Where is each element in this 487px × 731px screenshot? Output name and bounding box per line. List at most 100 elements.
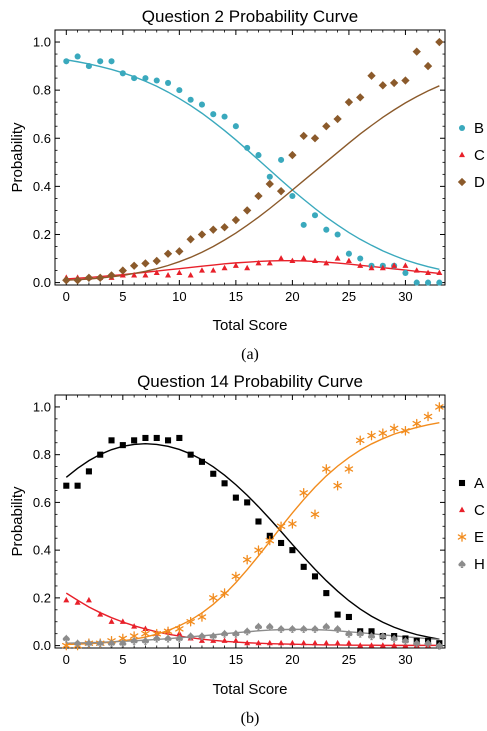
data-point-C (255, 259, 262, 266)
data-point-E (435, 402, 444, 412)
data-point-H (209, 632, 217, 641)
chart-panel-2: Question 14 Probability Curve 0 5 10 15 20 25 3… (9, 372, 485, 727)
data-point-A (210, 470, 217, 477)
data-point-D (265, 179, 274, 189)
data-point-A (368, 628, 375, 635)
data-point-C (312, 639, 318, 646)
fit-curve-C (65, 592, 440, 647)
data-point-H (266, 622, 274, 631)
data-point-C (198, 637, 205, 643)
data-point-C (368, 642, 375, 648)
fit-curve-E (66, 422, 440, 646)
data-point-C (312, 257, 318, 264)
data-point-H (288, 624, 296, 633)
data-point-A (85, 468, 92, 475)
x-tick-label: 0 (63, 652, 70, 667)
data-point-D (299, 131, 308, 141)
data-point-E (344, 464, 354, 474)
data-point-C (131, 623, 138, 629)
legend-marker-D (457, 177, 467, 187)
data-point-B (278, 156, 285, 163)
legend: BCD (457, 120, 485, 191)
data-point-C (210, 267, 217, 273)
y-tick-label: 0.0 (33, 275, 51, 290)
data-point-C (176, 269, 183, 276)
data-point-D (220, 223, 229, 232)
series-points-H (62, 622, 443, 650)
y-tick-label: 0.2 (33, 227, 51, 242)
y-tick-label: 0.6 (33, 131, 51, 146)
data-point-C (379, 642, 386, 648)
legend-label-A: A (474, 475, 484, 492)
data-point-E (276, 521, 286, 532)
data-point-E (242, 554, 252, 565)
x-axis-label: Total Score (212, 317, 287, 334)
data-point-D (107, 271, 116, 280)
y-tick-label: 0.0 (33, 638, 51, 653)
data-point-B (210, 111, 217, 118)
data-point-D (186, 235, 195, 244)
y-tick-label: 1.0 (33, 35, 51, 50)
fit-curve-H (66, 628, 440, 644)
data-point-H (390, 634, 398, 643)
data-point-C (391, 262, 398, 268)
data-point-E (310, 509, 320, 520)
y-tick-label: 0.8 (33, 447, 51, 462)
data-point-A (345, 613, 352, 621)
data-point-C (278, 639, 285, 646)
data-point-H (435, 641, 443, 650)
x-tick-label: 10 (172, 289, 186, 304)
data-point-C (289, 639, 296, 646)
y-axis-label: Probability (9, 486, 26, 557)
data-point-C (345, 257, 352, 264)
data-point-D (356, 93, 365, 102)
data-point-E (141, 628, 150, 639)
data-point-C (345, 639, 352, 646)
data-point-B (187, 96, 194, 103)
data-point-H (187, 632, 195, 641)
data-point-D (401, 76, 410, 85)
legend-marker-A (458, 479, 466, 487)
data-point-E (209, 593, 218, 603)
data-point-H (232, 629, 240, 638)
legend-marker-C (459, 506, 465, 513)
data-point-A (74, 482, 81, 489)
data-point-H (277, 624, 285, 633)
data-point-C (244, 639, 251, 646)
data-point-C (221, 264, 228, 271)
data-point-C (425, 269, 432, 276)
data-point-C (221, 637, 228, 643)
data-point-B (97, 58, 104, 65)
x-tick-label: 0 (63, 289, 70, 304)
data-point-E (288, 519, 297, 529)
data-point-C (142, 625, 149, 631)
data-point-H (220, 629, 229, 638)
y-axis-label: Probability (9, 122, 26, 193)
data-point-C (368, 264, 375, 271)
x-tick-label: 20 (285, 289, 299, 304)
data-point-E (220, 588, 229, 598)
data-point-C (85, 596, 92, 603)
data-point-A (278, 539, 285, 547)
data-point-B (176, 87, 183, 94)
figure-caption: (b) (241, 710, 260, 727)
legend-marker-E (457, 532, 467, 542)
legend-label-C: C (474, 502, 485, 519)
data-point-D (73, 276, 82, 285)
data-point-B (119, 70, 126, 77)
data-point-A (221, 480, 228, 487)
data-point-D (389, 78, 399, 88)
data-point-C (402, 642, 409, 648)
legend-label-E: E (474, 529, 484, 546)
data-point-D (254, 191, 263, 201)
data-point-H (334, 624, 342, 633)
data-point-C (334, 639, 341, 646)
legend-marker-H (458, 560, 466, 568)
data-point-A (63, 482, 70, 489)
data-point-H (107, 639, 116, 648)
data-point-C (153, 269, 160, 276)
data-point-E (62, 640, 71, 651)
data-point-C (334, 255, 341, 261)
data-point-C (131, 272, 138, 278)
